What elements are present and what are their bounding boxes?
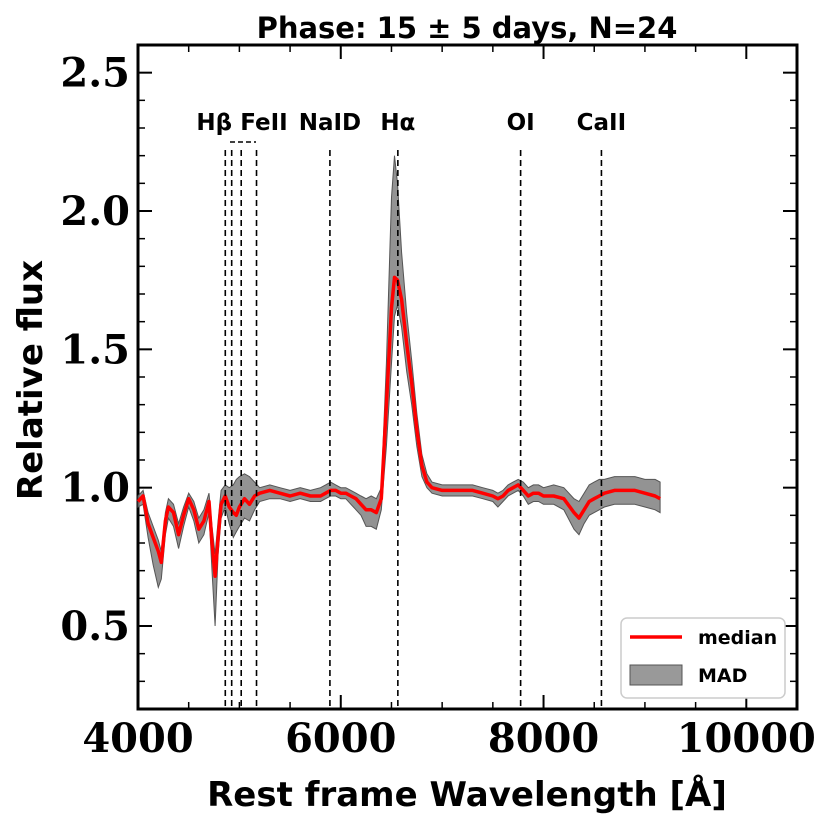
y-tick-label: 1.0	[60, 465, 130, 512]
x-tick-label: 6000	[285, 715, 396, 762]
legend: median MAD	[620, 617, 786, 699]
spectral-line-label: Hα	[380, 110, 415, 136]
chart-title: Phase: 15 ± 5 days, N=24	[257, 11, 678, 45]
y-tick-label: 0.5	[60, 603, 130, 650]
legend-mad-label: MAD	[698, 665, 747, 687]
x-tick-label: 10000	[677, 715, 816, 762]
median-line-group	[136, 275, 661, 578]
x-tick-label: 4000	[82, 715, 193, 762]
y-tick-label: 2.5	[60, 50, 130, 97]
x-tick-label: 8000	[488, 715, 599, 762]
spectral-line-label: OI	[507, 110, 535, 136]
median-line	[136, 275, 661, 578]
spectral-line-label: NaID	[299, 110, 361, 136]
mad-band	[137, 155, 661, 627]
mad-band-group	[137, 155, 661, 627]
spectral-line-label: CaII	[577, 110, 627, 136]
y-tick-label: 1.5	[60, 326, 130, 373]
spectral-line-label: Hβ	[196, 110, 232, 136]
legend-mad-swatch	[629, 664, 683, 686]
legend-median-label: median	[698, 627, 777, 649]
x-axis: 4000 6000 8000 10000	[82, 45, 816, 762]
plot-frame	[136, 43, 799, 711]
spectral-lines: Hβ NaID Hα OI CaII	[196, 110, 626, 709]
feii-label: FeII	[240, 110, 288, 136]
y-axis-label: Relative flux	[11, 260, 51, 500]
y-tick-label: 2.0	[60, 188, 130, 235]
y-axis: 0.5 1.0 1.5 2.0 2.5	[60, 44, 797, 683]
x-axis-label: Rest frame Wavelength [Å]	[207, 774, 727, 815]
